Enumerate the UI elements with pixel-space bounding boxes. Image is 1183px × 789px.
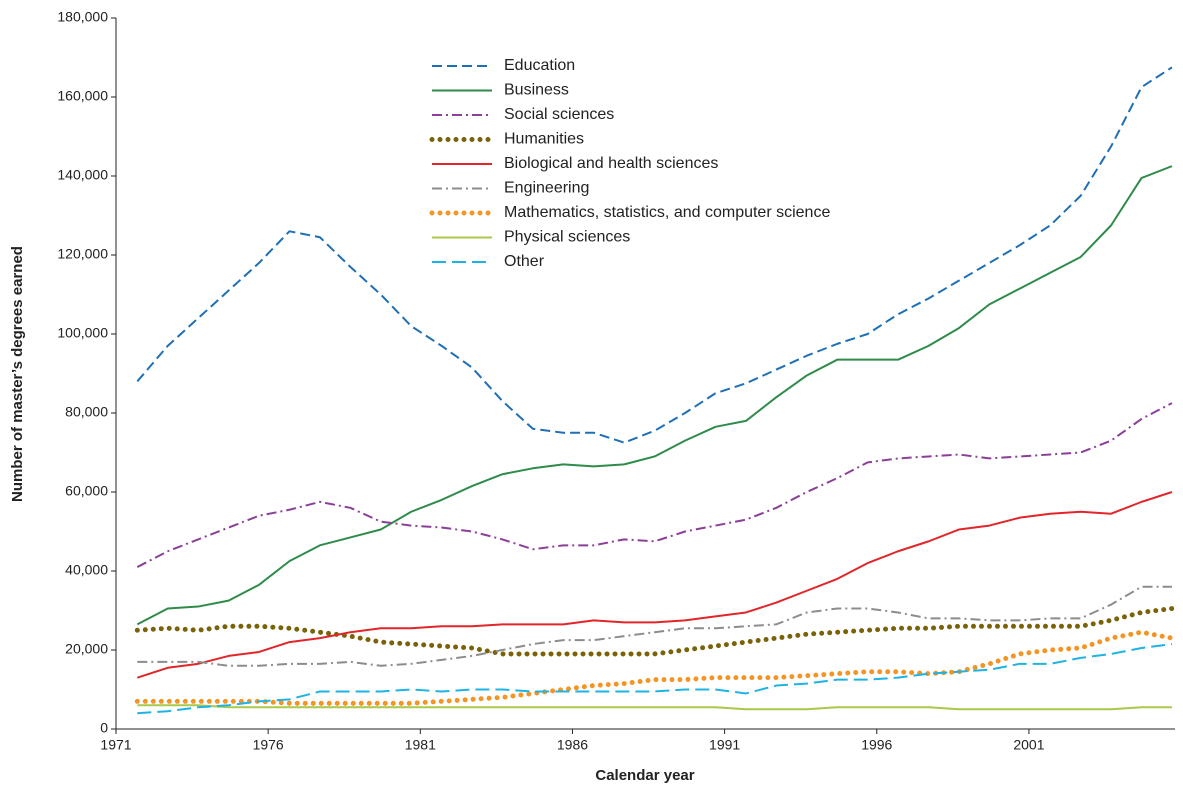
y-tick-label: 160,000 [57,88,108,104]
y-tick-label: 60,000 [65,483,108,499]
series-line [134,629,1175,706]
series-line [134,606,1175,657]
series-line [137,643,1173,715]
series-line [137,704,1172,711]
series-line [136,402,1173,568]
y-tick-label: 180,000 [57,9,108,25]
x-axis-title: Calendar year [595,767,694,784]
x-tick-label: 1986 [557,737,588,753]
legend-label: Mathematics, statistics, and computer sc… [504,204,830,221]
y-axis-title: Number of master’s degrees earned [9,246,26,502]
y-tick-label: 140,000 [57,167,108,183]
legend-label: Humanities [504,131,584,148]
x-tick-label: 1991 [709,737,740,753]
series-line [136,66,1173,444]
y-tick-label: 40,000 [65,562,108,578]
legend-label: Physical sciences [504,229,630,246]
x-tick-label: 1976 [253,737,284,753]
legend-label: Education [504,57,575,74]
x-tick-label: 1971 [100,737,131,753]
series-line [137,585,1172,667]
legend-label: Business [504,82,569,99]
y-tick-label: 0 [100,720,108,736]
legend-label: Social sciences [504,106,614,123]
x-tick-label: 1981 [405,737,436,753]
series-line [136,491,1173,679]
y-tick-label: 80,000 [65,404,108,420]
x-tick-label: 1996 [861,737,892,753]
legend-label: Biological and health sciences [504,155,718,172]
series-line [136,165,1173,626]
y-tick-label: 20,000 [65,641,108,657]
y-tick-label: 100,000 [57,325,108,341]
legend-label: Other [504,253,545,270]
legend-label: Engineering [504,180,589,197]
y-tick-label: 120,000 [57,246,108,262]
x-tick-label: 2001 [1013,737,1044,753]
